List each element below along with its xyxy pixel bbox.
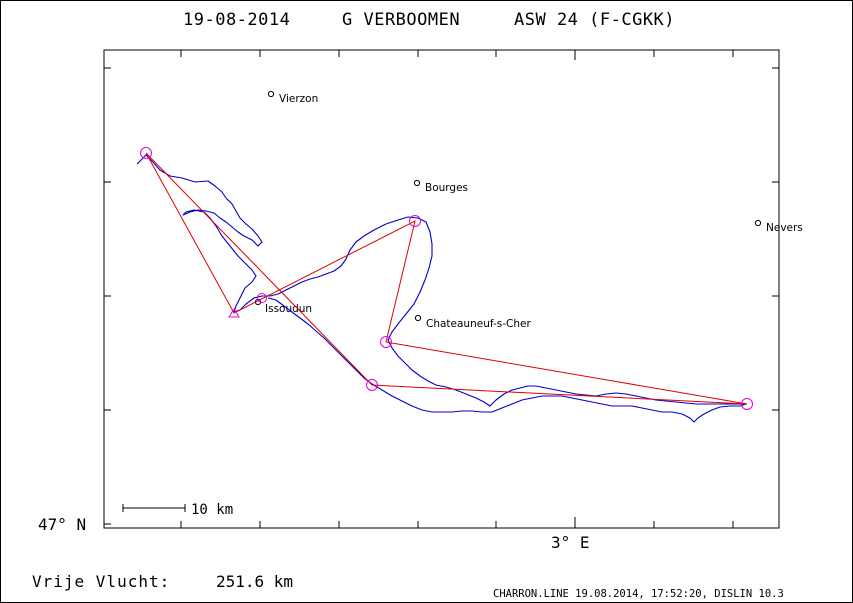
town-vierzon: Vierzon [267, 90, 318, 105]
town-chateauneuf: Chateauneuf-s-Cher [414, 314, 531, 330]
town-marker [414, 314, 422, 322]
town-label: Chateauneuf-s-Cher [426, 318, 531, 330]
turnpoint-marker [409, 215, 421, 227]
town-marker [754, 219, 762, 227]
town-marker [267, 90, 275, 98]
header-glider: ASW 24 (F-CGKK) [514, 10, 675, 30]
turnpoint-marker [380, 336, 392, 348]
turnpoints [140, 147, 753, 410]
town-label: Nevers [766, 222, 803, 234]
credit-line: CHARRON.LINE 19.08.2014, 17:52:20, DISLI… [493, 588, 784, 600]
flight-track [136, 154, 747, 423]
distance-value: 251.6 km [216, 572, 293, 591]
axis-ticks [104, 50, 779, 528]
longitude-label: 3° E [551, 533, 590, 552]
turnpoint-marker [366, 379, 378, 391]
turnpoint-marker [741, 398, 753, 410]
latitude-label: 47° N [38, 515, 86, 534]
scale-bar [122, 504, 186, 512]
turnpoint-marker [257, 293, 267, 303]
header-pilot: G VERBOOMEN [342, 10, 460, 30]
town-nevers: Nevers [754, 219, 803, 234]
scale-bar-label: 10 km [191, 502, 233, 518]
map-frame [103, 49, 780, 529]
town-label: Bourges [425, 182, 468, 194]
distance-label: Vrije Vlucht: [32, 572, 170, 591]
start-triangle [228, 308, 240, 318]
town-label: Vierzon [279, 93, 318, 105]
header-date: 19-08-2014 [183, 10, 290, 30]
task-route [145, 152, 748, 405]
turnpoint-marker [140, 147, 152, 159]
town-marker [413, 179, 421, 187]
town-bourges: Bourges [413, 179, 468, 194]
